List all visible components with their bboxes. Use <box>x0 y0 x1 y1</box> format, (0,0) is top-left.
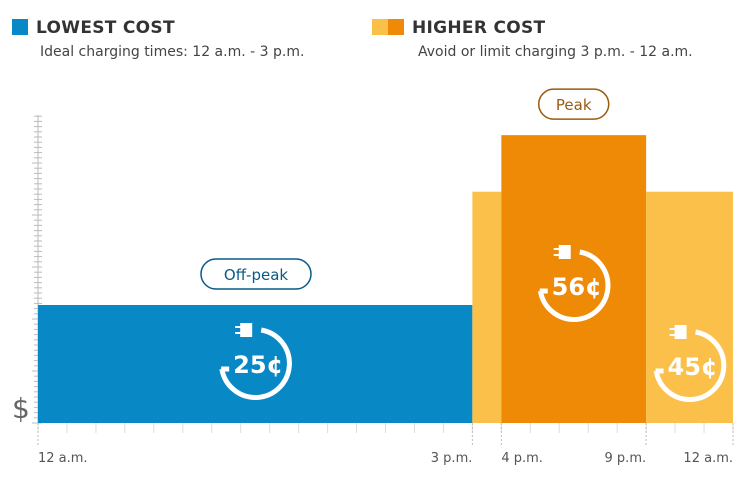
legend-swatch-light <box>372 19 388 35</box>
period-label: Off-peak <box>224 266 288 284</box>
bar-16-21 <box>501 135 647 423</box>
bar-0-15 <box>38 305 473 423</box>
plug <box>553 245 571 259</box>
legend-subtitle: Ideal charging times: 12 a.m. - 3 p.m. <box>40 44 305 60</box>
period-pill <box>200 258 312 290</box>
legend-subtitle: Avoid or limit charging 3 p.m. - 12 a.m. <box>418 44 693 60</box>
cycle-arc <box>653 329 727 403</box>
cycle-arc <box>219 327 292 401</box>
legend-swatch-dark <box>388 19 404 35</box>
legend-higher-cost: HIGHER COST Avoid or limit charging 3 p.… <box>372 18 693 60</box>
plug-cycle-icon <box>537 245 611 323</box>
x-tick-label: 3 p.m. <box>431 451 473 466</box>
bar-21-24 <box>646 191 733 423</box>
legend-lowest-cost: LOWEST COST Ideal charging times: 12 a.m… <box>12 18 304 60</box>
x-tick-label: 12 a.m. <box>683 451 733 466</box>
period-label: Peak <box>556 96 592 114</box>
plug <box>235 323 253 337</box>
bar-value-label: 56¢ <box>552 273 602 301</box>
legend-swatch <box>12 19 28 35</box>
x-tick-label: 12 a.m. <box>38 451 88 466</box>
y-axis-label: $ <box>12 392 30 425</box>
plug <box>669 325 687 339</box>
legend-title: LOWEST COST <box>36 18 175 38</box>
x-tick-label: 9 p.m. <box>605 451 647 466</box>
bar-value-label: 25¢ <box>233 351 283 379</box>
cycle-arc <box>537 249 611 323</box>
legend-title: HIGHER COST <box>412 18 546 38</box>
bar-15-16 <box>472 191 502 423</box>
bar-value-label: 45¢ <box>668 353 718 381</box>
period-pill <box>537 88 610 120</box>
x-tick-label: 4 p.m. <box>501 451 543 466</box>
plug-cycle-icon <box>219 323 292 401</box>
plug-cycle-icon <box>653 325 727 403</box>
